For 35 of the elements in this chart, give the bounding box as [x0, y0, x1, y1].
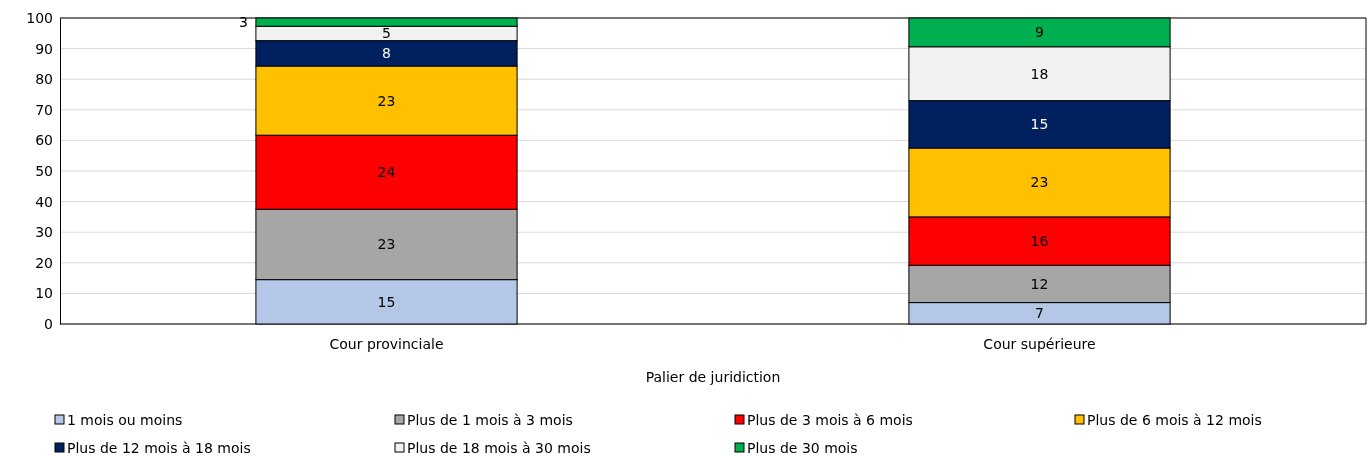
data-label: 9 [1035, 24, 1044, 41]
legend-label: Plus de 3 mois à 6 mois [747, 412, 913, 428]
y-tick-label: 100 [26, 9, 53, 26]
y-tick-label: 20 [35, 254, 53, 271]
y-tick-label: 40 [35, 193, 53, 210]
data-label: 24 [377, 164, 396, 181]
y-tick-label: 60 [35, 132, 53, 149]
x-tick-label: Cour supérieure [983, 336, 1096, 353]
y-tick-label: 50 [35, 162, 53, 179]
y-tick-label: 0 [44, 315, 53, 332]
legend-label: Plus de 30 mois [747, 440, 858, 456]
data-label: 12 [1030, 275, 1049, 292]
data-label: 15 [377, 293, 396, 310]
data-label: 23 [1030, 174, 1049, 191]
data-label: 7 [1035, 305, 1044, 322]
y-tick-label: 90 [35, 40, 53, 57]
data-label: 23 [377, 92, 396, 109]
legend-label: Plus de 18 mois à 30 mois [407, 440, 591, 456]
data-label: 8 [382, 45, 391, 62]
x-tick-label: Cour provinciale [329, 336, 444, 353]
legend-label: Plus de 12 mois à 18 mois [67, 440, 251, 456]
y-tick-label: 70 [35, 101, 53, 118]
data-label: 16 [1030, 233, 1049, 250]
y-tick-label: 10 [35, 285, 53, 302]
legend-label: 1 mois ou moins [67, 412, 183, 428]
y-tick-label: 80 [35, 71, 53, 88]
data-label: 5 [382, 25, 391, 42]
data-label: 18 [1030, 65, 1049, 82]
data-label: 3 [238, 14, 248, 31]
legend-label: Plus de 1 mois à 3 mois [407, 412, 573, 428]
x-axis-title: Palier de juridiction [645, 369, 781, 385]
y-tick-label: 30 [35, 224, 53, 241]
data-label: 15 [1030, 116, 1049, 133]
data-label: 23 [377, 236, 396, 253]
legend-label: Plus de 6 mois à 12 mois [1087, 412, 1262, 428]
